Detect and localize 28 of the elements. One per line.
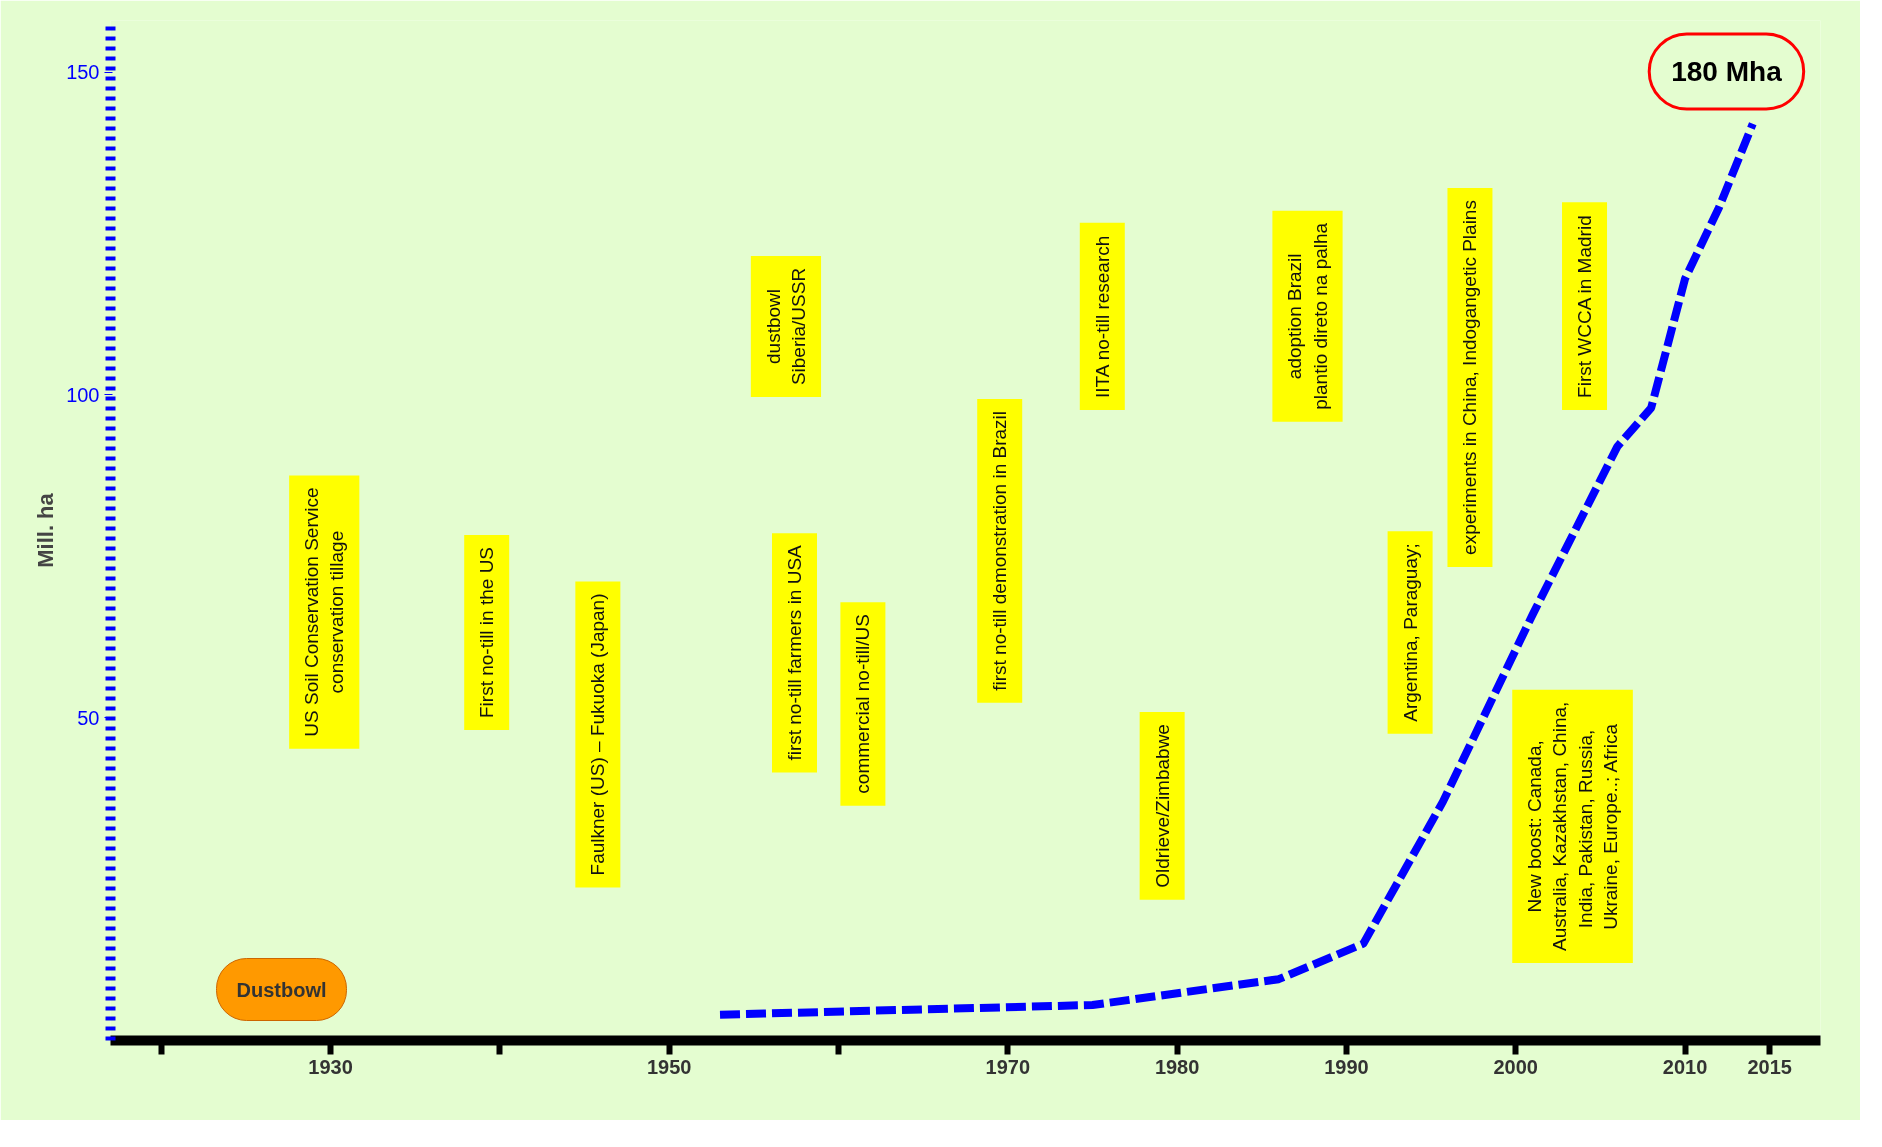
x-tick-label: 1950 xyxy=(646,1055,692,1078)
annotation: Argentina, Paraguay; xyxy=(1399,543,1421,722)
annotation: First no-till in the US xyxy=(476,546,498,719)
annotation: New boost: Canada, Australia, Kazakhstan, China, India, Pakistan, Russia, Ukraine, Europe..; Africa xyxy=(1524,701,1621,951)
annotation: IITA no-till research xyxy=(1091,235,1113,398)
y-axis-title: Mill. ha xyxy=(33,492,59,568)
x-tick-label: 1930 xyxy=(308,1055,353,1078)
x-tick-label: 2015 xyxy=(1747,1055,1792,1078)
x-tick-label: 1990 xyxy=(1324,1055,1369,1078)
x-tick-label: 2000 xyxy=(1493,1055,1538,1078)
annotation: adoption Brazil plantio direto na palha xyxy=(1284,222,1331,410)
annotation: dustbowl Siberia/USSR xyxy=(762,267,810,386)
annotation: first no-till farmers in USA xyxy=(784,544,805,761)
annotation: First WCCA in Madrid xyxy=(1574,215,1596,398)
x-tick-label: 1980 xyxy=(1154,1055,1200,1078)
x-tick-label: 2010 xyxy=(1662,1055,1708,1078)
annotation: experiments in China, Indogangetic Plains xyxy=(1459,200,1481,555)
y-tick-label: 50 xyxy=(77,706,100,729)
annotation: Dustbowl xyxy=(236,978,327,1001)
annotation: US Soil Conservation Service conservation tillage xyxy=(301,487,348,737)
y-tick-label: 150 xyxy=(66,61,100,84)
y-tick-label: 100 xyxy=(66,383,100,406)
annotation: commercial no-till/US xyxy=(852,614,874,794)
x-tick-label: 1970 xyxy=(985,1055,1031,1078)
annotation: 180 Mha xyxy=(1671,56,1783,87)
annotation: Faulkner (US) – Fukuoka (Japan) xyxy=(587,593,609,876)
annotation: first no-till demonstration in Brazil xyxy=(989,410,1011,691)
annotation: Oldrieve/Zimbabwe xyxy=(1151,724,1173,888)
